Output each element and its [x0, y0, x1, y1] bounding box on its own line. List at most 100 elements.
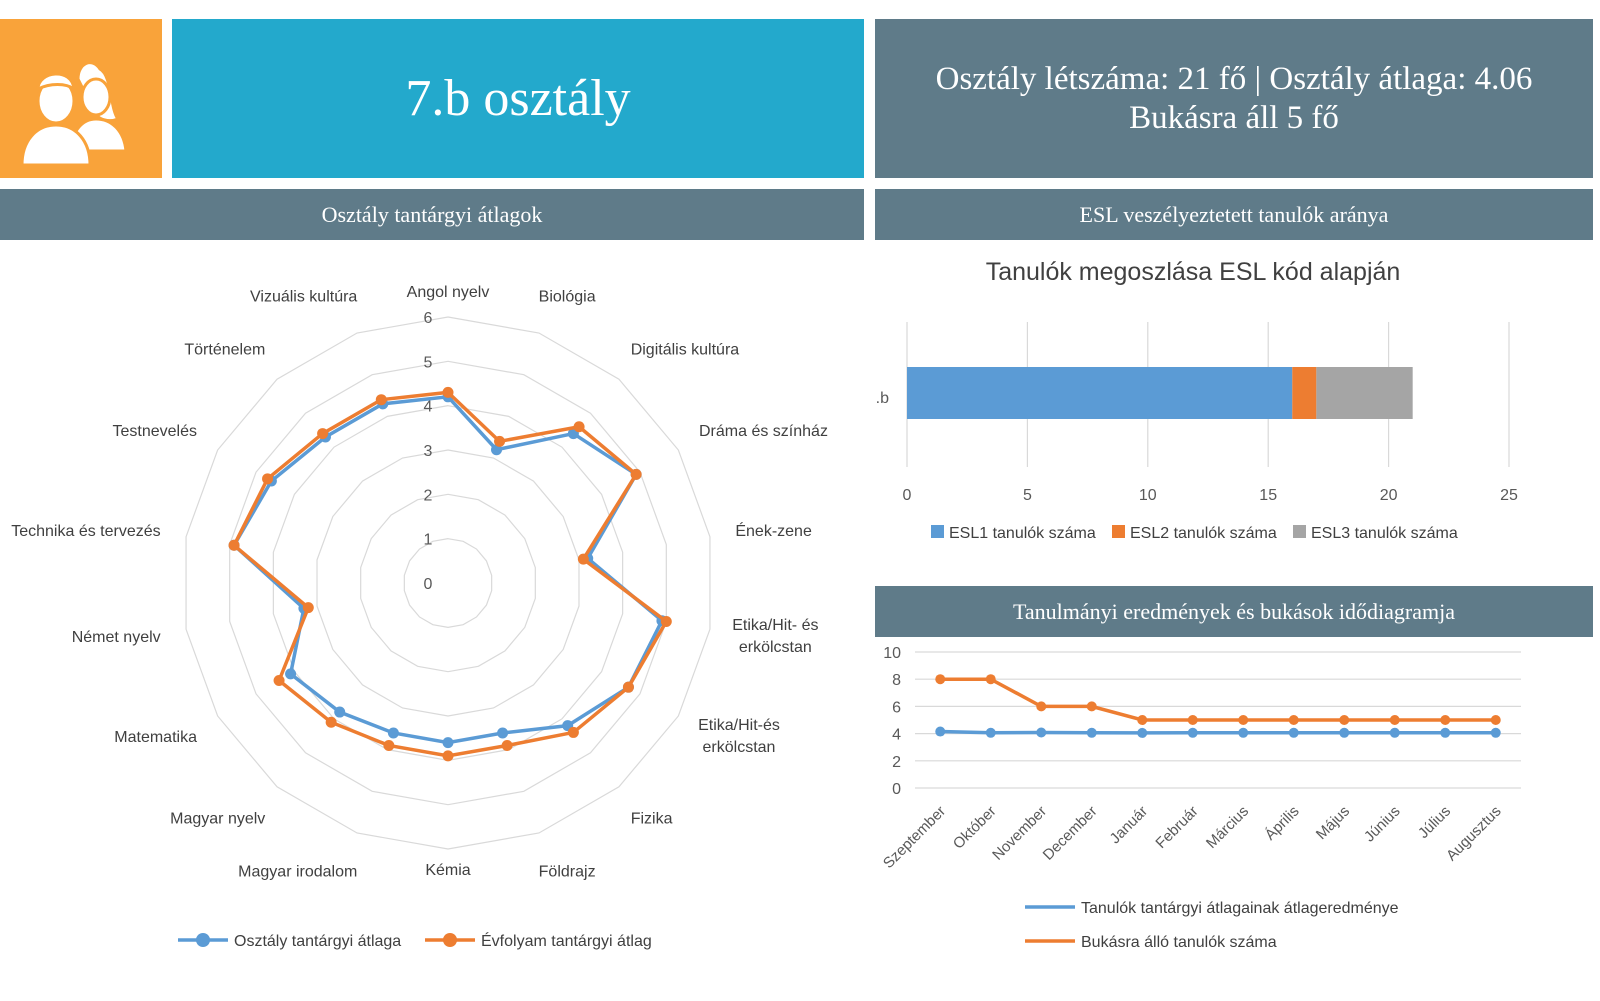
esl-legend: ESL1 tanulók száma ESL2 tanulók száma ESL3… [931, 525, 1458, 542]
esl-tick-label: 15 [1259, 487, 1277, 504]
legend-swatch [1293, 525, 1306, 538]
radar-tick-label: 3 [424, 443, 433, 460]
timeline-category-label: Szeptember [880, 803, 949, 872]
esl-bar-segment [907, 367, 1293, 419]
timeline-point [1389, 715, 1400, 725]
radar-tick-label: 4 [424, 399, 433, 416]
timeline-point [1086, 701, 1097, 712]
radar-point [228, 539, 240, 551]
legend-label: ESL3 tanulók száma [1311, 525, 1458, 542]
radar-gridline [316, 449, 580, 717]
radar-gridline [403, 538, 493, 628]
timeline-point [1490, 715, 1501, 725]
esl-tick-label: 10 [1139, 487, 1157, 504]
esl-bar-segment [1292, 367, 1317, 419]
timeline-legend: Tanulók tantárgyi átlagainak átlageredmé… [1025, 900, 1399, 951]
esl-bar-chart: Tanulók megoszlása ESL kód alapján 0 5 10 15… [875, 258, 1518, 542]
radar-point [334, 706, 346, 718]
timeline-point [1036, 727, 1047, 738]
radar-category-label: Földrajz [539, 864, 596, 881]
radar-tick-label: 1 [424, 532, 433, 549]
timeline-category-label: Október [950, 803, 1000, 853]
timeline-category-label: Július [1415, 803, 1454, 842]
radar-category-label-line: erkölcstan [739, 639, 812, 656]
radar-category-label: Ének-zene [735, 521, 812, 540]
legend-label: Évfolyam tantárgyi átlag [481, 931, 652, 950]
esl-section-title: ESL veszélyeztetett tanulók aránya [1079, 201, 1389, 227]
radar-category-label: Matematika [114, 729, 197, 746]
esl-tick-label: 20 [1380, 487, 1398, 504]
legend-swatch [931, 525, 944, 538]
radar-point [567, 726, 579, 738]
radar-series-line [231, 390, 669, 758]
radar-point [494, 435, 506, 447]
radar-point [285, 668, 297, 680]
radar-category-label: Fizika [631, 810, 673, 827]
radar-point [630, 468, 642, 480]
timeline-series-line [940, 729, 1496, 735]
radar-point [325, 716, 337, 728]
radar-point [383, 739, 395, 751]
radar-point [317, 428, 329, 440]
radar-gridline [272, 405, 624, 761]
radar-category-label: Vizuális kultúra [250, 288, 357, 305]
legend-label: Tanulók tantárgyi átlagainak átlageredmé… [1081, 900, 1399, 917]
radar-category-label: Digitális kultúra [631, 342, 740, 359]
timeline-point [1238, 727, 1249, 738]
radar-section-title: Osztály tantárgyi átlagok [321, 201, 543, 227]
radar-category-label-line: Etika/Hit-és [698, 717, 780, 734]
radar-category-label: Technika és tervezés [11, 523, 160, 540]
esl-tick-label: 0 [903, 487, 912, 504]
timeline-tick-label: 0 [892, 781, 901, 798]
legend-label: Osztály tantárgyi átlaga [234, 933, 401, 950]
radar-point [302, 602, 314, 614]
timeline-tick-label: 6 [892, 699, 901, 716]
radar-category-label: Kémia [425, 862, 470, 879]
radar-category-label-line: Etika/Hit- és [732, 617, 818, 634]
timeline-point [1187, 727, 1198, 738]
esl-chart-title: Tanulók megoszlása ESL kód alapján [986, 258, 1401, 286]
radar-category-label: Magyar nyelv [170, 810, 265, 827]
timeline-point [935, 674, 946, 685]
radar-point [660, 615, 672, 627]
legend-swatch [1112, 525, 1125, 538]
timeline-point [1389, 727, 1400, 738]
timeline-category-label: Február [1152, 803, 1201, 852]
esl-tick-label: 25 [1500, 487, 1518, 504]
legend-label: ESL2 tanulók száma [1130, 525, 1277, 542]
timeline-point [1288, 715, 1299, 725]
timeline-category-label: December [1040, 803, 1101, 864]
timeline-section-header: Tanulmányi eredmények és bukások idődiag… [875, 586, 1593, 637]
timeline-point [1490, 727, 1501, 738]
timeline-point [1339, 727, 1350, 738]
radar-series-2 [228, 386, 672, 762]
timeline-tick-label: 4 [892, 727, 901, 744]
esl-bar-segment [1316, 367, 1413, 419]
esl-tick-label: 5 [1023, 487, 1032, 504]
esl-category-label: 7.b [875, 390, 889, 407]
radar-point [442, 750, 454, 762]
radar-point [273, 675, 285, 687]
radar-point [387, 727, 399, 739]
radar-category-label: Magyar irodalom [238, 864, 357, 881]
radar-category-label-line: erkölcstan [703, 739, 776, 756]
radar-tick-label: 6 [424, 310, 433, 327]
timeline-category-label: Április [1262, 803, 1303, 844]
radar-point [622, 681, 634, 693]
timeline-category-label: Június [1361, 803, 1404, 846]
timeline-point [1137, 727, 1148, 738]
legend-label: Bukásra álló tanulók száma [1081, 934, 1277, 951]
timeline-category-label: November [989, 803, 1050, 864]
esl-section-header: ESL veszélyeztetett tanulók aránya [875, 189, 1593, 240]
radar-category-label: Történelem [184, 342, 265, 359]
timeline-point [1339, 715, 1350, 725]
radar-point [491, 444, 503, 456]
timeline-category-label: Január [1107, 803, 1151, 847]
logo-tile [0, 19, 162, 178]
radar-point [375, 394, 387, 406]
radar-gridline [360, 493, 536, 673]
radar-tick-label: 2 [424, 487, 433, 504]
radar-tick-labels: 0 1 2 3 4 5 6 [424, 310, 433, 593]
class-stats-line: Osztály létszáma: 21 fő | Osztály átlaga… [935, 60, 1533, 97]
